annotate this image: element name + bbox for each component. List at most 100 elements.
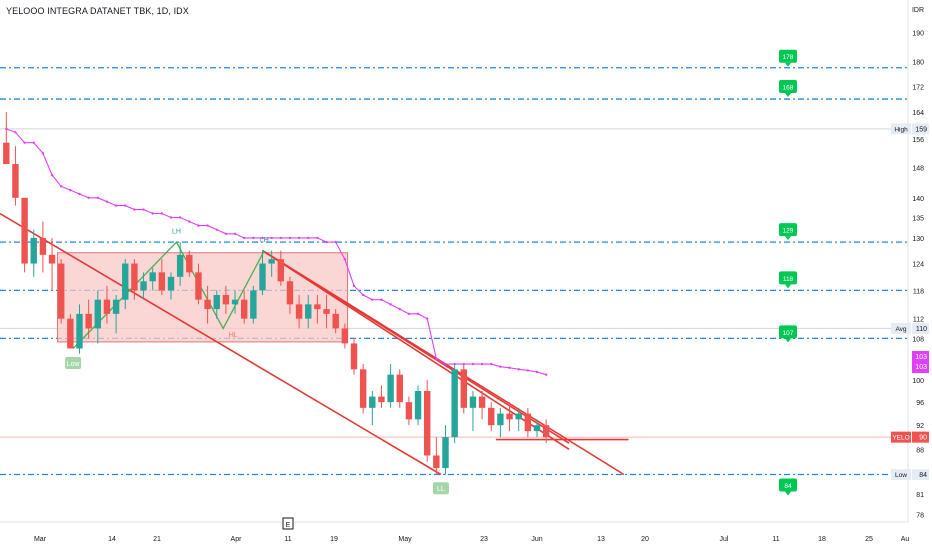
- candle-body: [497, 413, 504, 426]
- candle-body: [94, 299, 101, 329]
- candle-body: [140, 281, 147, 291]
- target-badge-pointer: [785, 236, 791, 241]
- candle-body: [158, 272, 166, 291]
- y-tick-label: 92: [916, 423, 924, 430]
- candle-body: [213, 295, 220, 310]
- currency-label: IDR: [912, 7, 924, 14]
- price-tag-text: High: [894, 126, 908, 133]
- target-badge: [779, 325, 797, 339]
- chart-title: YELOOO INTEGRA DATANET TBK, 1D, IDX: [6, 6, 189, 16]
- x-tick-label: 14: [108, 536, 116, 543]
- pattern-label: HL: [229, 332, 238, 339]
- trendline-upper: [262, 249, 570, 444]
- ma-point: [508, 366, 511, 369]
- candle-body: [112, 299, 120, 314]
- y-tick-label: 180: [912, 60, 924, 67]
- ma-point: [124, 204, 127, 207]
- candle-body: [323, 309, 330, 314]
- ma-point: [41, 152, 45, 155]
- range-box: [57, 252, 349, 343]
- candle-body: [48, 254, 56, 264]
- ma-point: [471, 362, 475, 366]
- ma-point: [398, 307, 401, 311]
- x-tick-label: 11: [284, 536, 291, 543]
- candle-body: [433, 455, 440, 469]
- candle-body: [506, 413, 513, 420]
- ma-point: [480, 362, 484, 366]
- target-label: 107: [783, 330, 794, 337]
- y-tick-label: 190: [912, 30, 924, 37]
- x-tick-label: 18: [818, 536, 826, 543]
- ma-point: [517, 368, 520, 371]
- price-tag-box: [891, 322, 911, 334]
- target-badge: [779, 478, 797, 492]
- ma-point: [407, 312, 411, 316]
- y-tick-label: 81: [916, 492, 924, 499]
- candle-body: [442, 437, 449, 469]
- pattern-label: LL: [437, 486, 445, 493]
- ma-point: [50, 173, 54, 177]
- candle-body: [405, 402, 413, 420]
- x-tick-label: 11: [772, 536, 779, 543]
- candle-body: [378, 396, 385, 403]
- target-badge-pointer: [785, 93, 791, 98]
- ma-point: [371, 298, 374, 301]
- ma-point: [307, 236, 310, 240]
- ma-point: [133, 208, 136, 211]
- x-tick-label: 23: [480, 536, 488, 543]
- candle-body: [314, 304, 321, 310]
- candle-body: [149, 272, 156, 282]
- ma-point: [297, 236, 301, 240]
- ma-point: [325, 240, 328, 244]
- candle-body: [460, 369, 467, 408]
- ma-point: [435, 357, 438, 361]
- ma-point: [316, 236, 319, 240]
- target-label: 168: [783, 85, 794, 92]
- ma-point: [526, 369, 530, 372]
- trendline-outer: [0, 212, 442, 476]
- x-tick-label: May: [398, 536, 412, 543]
- candle-body: [76, 313, 83, 349]
- ma-point: [14, 131, 17, 134]
- y-tick-label: 112: [913, 317, 924, 324]
- candle-body: [359, 369, 367, 408]
- candle-body: [122, 263, 129, 300]
- candle-body: [332, 313, 339, 329]
- candle-body: [424, 391, 431, 456]
- ma-point: [105, 200, 109, 203]
- target-badge: [779, 49, 797, 63]
- target-badge: [779, 80, 797, 94]
- candle-body: [387, 374, 394, 403]
- target-badge: [779, 223, 797, 237]
- ma-point: [243, 236, 246, 240]
- candle-body: [250, 290, 257, 319]
- y-tick-label: 96: [916, 400, 924, 407]
- y-tick-label: 156: [912, 137, 924, 144]
- price-label-box: [912, 123, 929, 135]
- price-tag-box: [891, 123, 911, 135]
- ma-point: [380, 298, 383, 301]
- y-tick-label: 108: [912, 336, 924, 343]
- ma-point: [490, 362, 493, 366]
- ma-point: [352, 284, 356, 288]
- candle-body: [204, 299, 211, 310]
- ma-point: [334, 240, 337, 244]
- ma-point: [169, 216, 173, 219]
- target-badge-pointer: [785, 284, 791, 289]
- ma-point: [499, 365, 502, 368]
- candle-body: [469, 396, 477, 408]
- price-label-value: 90: [919, 435, 927, 442]
- y-tick-label: 140: [912, 196, 924, 203]
- ma-point: [23, 141, 26, 144]
- candle-body: [488, 407, 495, 426]
- candle-body: [39, 237, 47, 255]
- price-label-value: 84: [919, 472, 927, 479]
- x-tick-label: 13: [597, 536, 605, 543]
- ma-point: [444, 362, 447, 366]
- ma-point: [178, 216, 182, 219]
- candle-body: [222, 295, 230, 305]
- candle-body: [58, 263, 65, 319]
- ma-point: [261, 236, 264, 240]
- y-tick-label: 164: [912, 110, 924, 117]
